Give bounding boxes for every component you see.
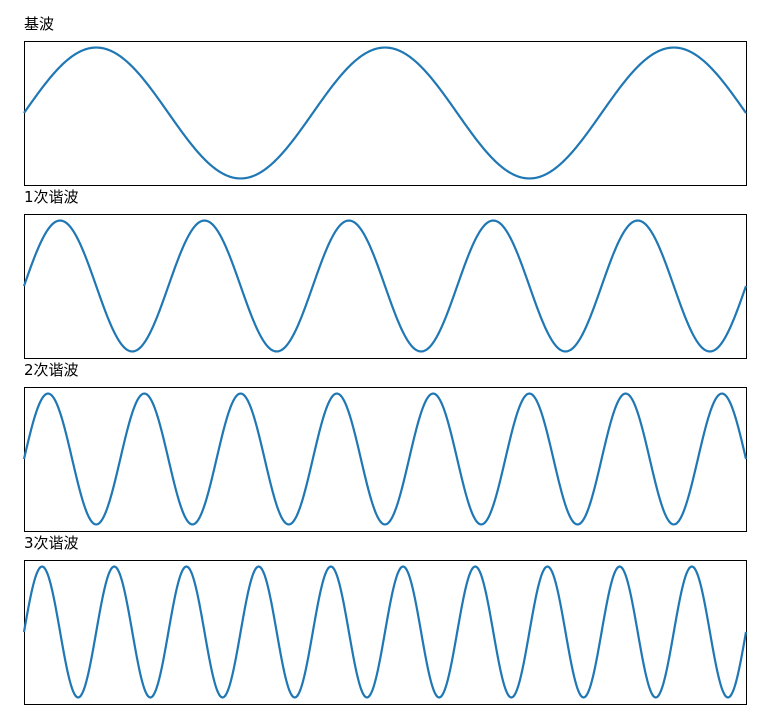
subplot-2: 2次谐波 — [22, 361, 748, 532]
subplot-0: 基波 — [23, 15, 747, 186]
subplot-title: 1次谐波 — [24, 188, 79, 206]
subplot-3: 3次谐波 — [22, 534, 748, 705]
subplot-title: 3次谐波 — [24, 534, 79, 552]
sine-wave-line — [23, 46, 747, 180]
subplot-title: 2次谐波 — [24, 361, 79, 379]
sine-wave-line — [22, 392, 748, 526]
sine-wave-line — [22, 565, 748, 699]
subplot-title: 基波 — [24, 15, 54, 33]
sine-wave-line — [22, 219, 748, 353]
axes-frame — [24, 387, 747, 532]
subplot-1: 1次谐波 — [22, 188, 748, 359]
axes-frame — [24, 41, 747, 186]
